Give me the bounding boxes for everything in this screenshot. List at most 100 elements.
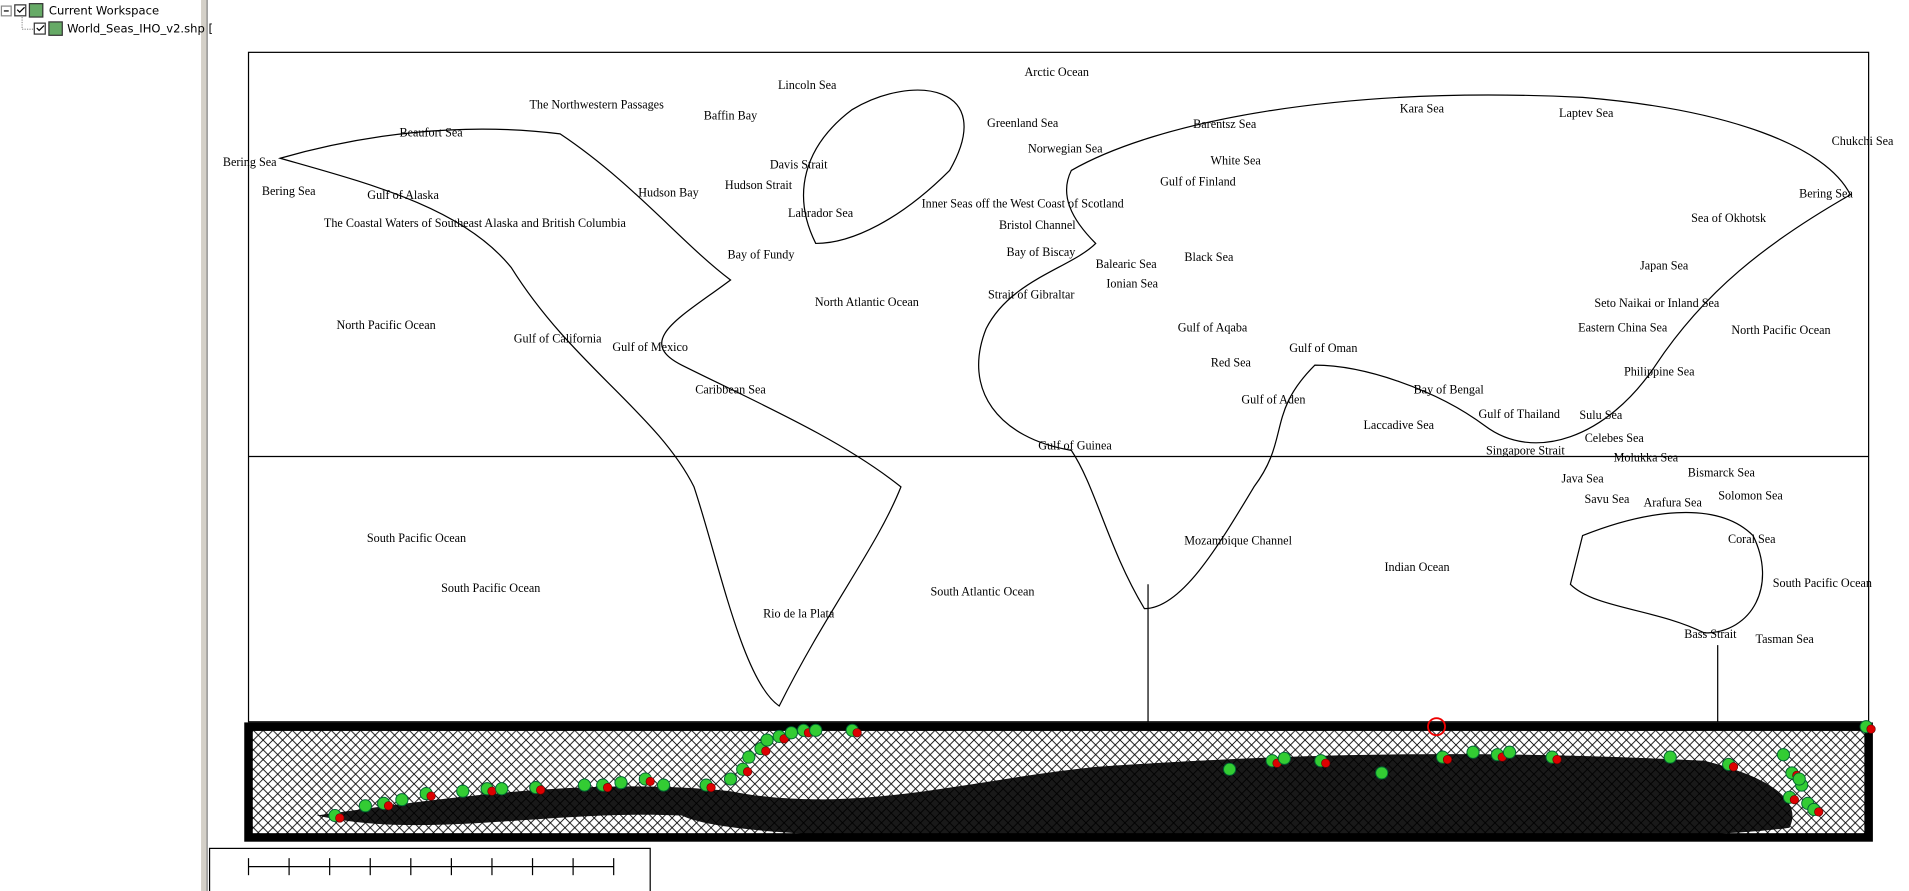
- sea-label: Lincoln Sea: [778, 78, 837, 92]
- sea-label: Gulf of Aqaba: [1178, 320, 1248, 334]
- point: [1663, 750, 1677, 764]
- sea-label: Baffin Bay: [704, 109, 758, 123]
- sea-label: Bay of Bengal: [1414, 383, 1485, 397]
- sea-label: Labrador Sea: [788, 206, 854, 220]
- point: [743, 767, 753, 777]
- sea-label: Arctic Ocean: [1025, 65, 1089, 79]
- sea-label: Coral Sea: [1728, 532, 1776, 546]
- point: [1792, 772, 1806, 786]
- sea-label: Gulf of Finland: [1160, 174, 1236, 188]
- sea-label: Indian Ocean: [1384, 560, 1449, 574]
- antarctic-coast: [316, 754, 1793, 840]
- sea-label: Red Sea: [1211, 356, 1252, 370]
- sea-label: Inner Seas off the West Coast of Scotlan…: [922, 196, 1124, 210]
- sea-label: Rio de la Plata: [763, 606, 835, 620]
- point: [426, 791, 436, 801]
- sea-label: South Pacific Ocean: [367, 531, 466, 545]
- sea-label: Bristol Channel: [999, 218, 1076, 232]
- point: [1776, 748, 1790, 762]
- sea-label: Hudson Bay: [638, 185, 699, 199]
- sea-label: Gulf of Oman: [1289, 341, 1357, 355]
- sea-label: Gulf of Aden: [1241, 392, 1305, 406]
- coastline: [1569, 511, 1763, 634]
- sea-label: South Pacific Ocean: [441, 581, 540, 595]
- point: [1223, 762, 1237, 776]
- checkbox[interactable]: [33, 22, 46, 35]
- splitter[interactable]: [201, 0, 208, 891]
- point: [760, 733, 774, 747]
- coastline: [803, 89, 965, 245]
- sea-label: Hudson Strait: [725, 178, 793, 192]
- sea-label: Bering Sea: [1799, 187, 1853, 201]
- sea-label: Bay of Biscay: [1006, 245, 1076, 259]
- sea-label: Ionian Sea: [1106, 277, 1158, 291]
- point: [358, 799, 372, 813]
- sea-label: Bering Sea: [262, 184, 316, 198]
- point: [1466, 745, 1480, 759]
- sea-label: Bering Sea: [223, 155, 277, 169]
- point: [487, 786, 497, 796]
- sea-label: Gulf of Thailand: [1479, 407, 1560, 421]
- sea-label: Laptev Sea: [1559, 106, 1614, 120]
- sea-label: Greenland Sea: [987, 116, 1059, 130]
- sea-label: Savu Sea: [1584, 492, 1630, 506]
- sea-label: South Atlantic Ocean: [931, 585, 1035, 599]
- point: [536, 785, 546, 795]
- sea-label: Beaufort Sea: [400, 126, 464, 140]
- sea-label: Gulf of Mexico: [612, 340, 688, 354]
- sea-label: Gulf of Guinea: [1038, 439, 1112, 453]
- sea-label: Gulf of Alaska: [367, 188, 439, 202]
- point: [742, 750, 756, 764]
- sea-label: North Pacific Ocean: [336, 318, 435, 332]
- sea-label: Sea of Okhotsk: [1691, 211, 1767, 225]
- sea-label: Sulu Sea: [1579, 408, 1622, 422]
- sea-label: Caribbean Sea: [695, 383, 766, 397]
- point: [1442, 754, 1453, 765]
- point-layer: [328, 720, 1876, 823]
- point: [809, 723, 823, 737]
- point: [1789, 795, 1799, 805]
- layer-icon: [28, 3, 44, 18]
- point: [645, 776, 655, 787]
- point: [603, 782, 613, 793]
- map-view[interactable]: Arctic Ocean Beaufort Sea Bering Sea Bering…: [223, 51, 1894, 842]
- checkbox[interactable]: [14, 4, 27, 17]
- sea-label: Bass Strait: [1684, 627, 1737, 641]
- sea-label: The Northwestern Passages: [529, 98, 664, 112]
- sea-label: Tasman Sea: [1756, 632, 1815, 646]
- sea-label: Bay of Fundy: [728, 247, 796, 261]
- point: [784, 726, 798, 740]
- toc-background: [0, 0, 202, 891]
- sea-label: Mozambique Channel: [1184, 533, 1292, 547]
- coastline: [277, 128, 902, 707]
- point: [577, 778, 592, 792]
- sea-label: White Sea: [1211, 154, 1262, 168]
- sea-label: Molukka Sea: [1614, 451, 1679, 465]
- point: [1277, 751, 1291, 765]
- sea-label: Solomon Sea: [1718, 488, 1783, 502]
- selection-marker: [1427, 717, 1446, 737]
- point: [723, 772, 738, 786]
- sea-label: Arafura Sea: [1643, 496, 1702, 510]
- sea-label: Singapore Strait: [1486, 443, 1565, 457]
- sea-label: North Pacific Ocean: [1731, 323, 1830, 337]
- sea-label: Gulf of California: [514, 331, 602, 345]
- sea-label: Seto Naikai or Inland Sea: [1594, 296, 1720, 310]
- sea-label: Davis Strait: [770, 157, 828, 171]
- sea-label: Bismarck Sea: [1688, 465, 1756, 479]
- sea-label: Java Sea: [1561, 471, 1604, 485]
- sea-label: Barentsz Sea: [1193, 117, 1257, 131]
- point: [761, 746, 771, 756]
- sea-label: Celebes Sea: [1585, 431, 1645, 445]
- point: [614, 776, 628, 790]
- point: [1814, 807, 1824, 817]
- point: [1375, 766, 1389, 780]
- toc-panel: Current Workspace World_Seas_IHO_v2.shp …: [0, 0, 213, 891]
- sea-label: North Atlantic Ocean: [815, 295, 919, 309]
- point: [706, 782, 716, 793]
- sea-label: Japan Sea: [1640, 258, 1689, 272]
- tree-item[interactable]: World_Seas_IHO_v2.shp [: [67, 22, 213, 36]
- layer-icon: [48, 21, 63, 36]
- tree-item[interactable]: Current Workspace: [49, 3, 159, 17]
